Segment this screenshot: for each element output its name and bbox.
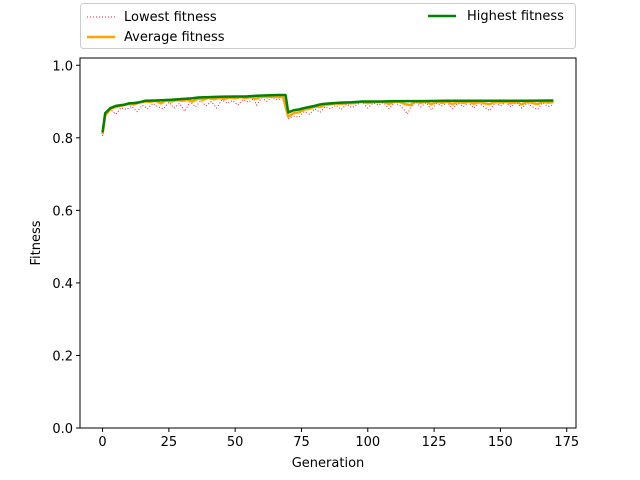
legend: Lowest fitness Average fitness Highest f… (80, 3, 576, 49)
y-tick-label: 0.6 (52, 204, 73, 219)
legend-label-highest: Highest fitness (467, 9, 564, 24)
y-tick-label: 0.8 (52, 132, 73, 147)
x-tick-label: 100 (355, 435, 380, 450)
x-axis-ticks: 0 25 50 75 100 125 150 175 (98, 428, 579, 450)
y-axis-title: Fitness (29, 220, 44, 265)
x-tick-label: 75 (293, 435, 310, 450)
x-tick-label: 150 (488, 435, 513, 450)
y-tick-label: 0.4 (52, 277, 73, 292)
legend-label-average: Average fitness (124, 30, 225, 45)
x-axis-title: Generation (292, 456, 365, 471)
x-tick-label: 25 (161, 435, 178, 450)
series-layer (101, 93, 554, 137)
y-tick-label: 0.0 (52, 422, 73, 437)
y-tick-label: 0.2 (52, 349, 73, 364)
plot-background (80, 58, 576, 428)
x-tick-label: 125 (422, 435, 447, 450)
x-tick-label: 50 (227, 435, 244, 450)
x-tick-label: 175 (554, 435, 579, 450)
series-line-lowest (102, 96, 554, 137)
y-tick-label: 1.0 (52, 59, 73, 74)
legend-label-lowest: Lowest fitness (124, 10, 217, 25)
x-tick-label: 0 (98, 435, 106, 450)
plot-frame (79, 57, 577, 429)
series-line-highest (101, 93, 554, 133)
y-axis-ticks: 0.0 0.2 0.4 0.6 0.8 1.0 (52, 59, 80, 437)
